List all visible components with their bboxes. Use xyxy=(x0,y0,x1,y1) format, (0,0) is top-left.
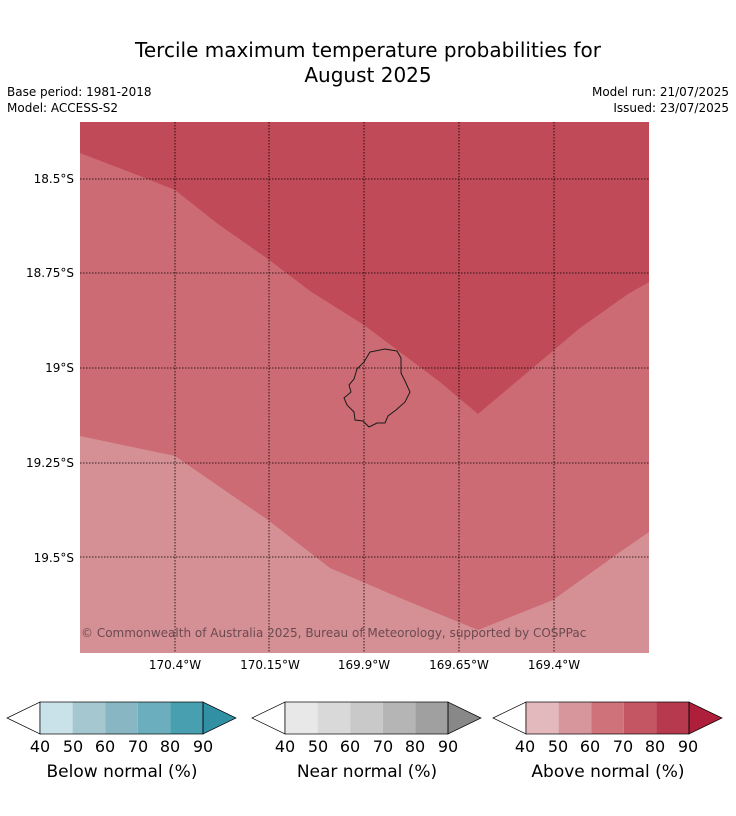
cbar-below-tick-70: 70 xyxy=(127,737,149,756)
colorbar-near-label: Near normal (%) xyxy=(296,762,438,782)
cbar-near-tick-40: 40 xyxy=(274,737,296,756)
cbar-below-tick-60: 60 xyxy=(94,737,116,756)
meta-right: Model run: 21/07/2025 Issued: 23/07/2025 xyxy=(592,84,729,116)
lat-tick-2: 18.75°S xyxy=(26,266,74,280)
colorbar-above-normal xyxy=(492,701,723,735)
meta-left: Base period: 1981-2018 Model: ACCESS-S2 xyxy=(7,84,152,116)
cbar-cell-4 xyxy=(137,702,171,734)
graticule xyxy=(80,122,649,653)
cbar-above-tick-80: 80 xyxy=(644,737,666,756)
lat-tick-3: 19°S xyxy=(45,361,74,375)
colorbar-near-normal xyxy=(251,701,482,735)
cbar-cell-2 xyxy=(558,702,592,734)
cbar-near-tick-70: 70 xyxy=(372,737,394,756)
cbar-cell-1 xyxy=(285,702,318,734)
cbar-cell-5 xyxy=(170,702,203,734)
cbar-cell-2 xyxy=(72,702,106,734)
cbar-near-tick-90: 90 xyxy=(437,737,459,756)
cbar-outline xyxy=(525,701,690,735)
cbar-cell-5 xyxy=(656,702,689,734)
cbar-cell-3 xyxy=(591,702,624,734)
island-coastline xyxy=(343,348,411,428)
colorbar-above-label: Above normal (%) xyxy=(531,762,685,782)
cbar-above-tick-90: 90 xyxy=(677,737,699,756)
lon-tick-4: 169.65°W xyxy=(429,658,489,672)
cbar-below-tick-90: 90 xyxy=(192,737,214,756)
lat-tick-5: 19.5°S xyxy=(33,551,74,565)
cbar-above-tick-40: 40 xyxy=(514,737,536,756)
above-90-region xyxy=(80,122,649,414)
cbar-min-extend xyxy=(492,701,527,735)
cbar-above-tick-60: 60 xyxy=(579,737,601,756)
cbar-cell-3 xyxy=(105,702,138,734)
lon-tick-3: 169.9°W xyxy=(337,658,391,672)
colorbar-below-normal xyxy=(6,701,237,735)
cbar-cell-5 xyxy=(415,702,448,734)
colorbar-below-label: Below normal (%) xyxy=(46,762,198,782)
base-period: Base period: 1981-2018 xyxy=(7,85,152,99)
cbar-cell-1 xyxy=(40,702,73,734)
cbar-cell-4 xyxy=(382,702,416,734)
cbar-near-tick-60: 60 xyxy=(339,737,361,756)
cbar-cell-1 xyxy=(526,702,559,734)
title-line-2: August 2025 xyxy=(304,63,432,87)
title-line-1: Tercile maximum temperature probabilitie… xyxy=(135,38,601,62)
cbar-outline xyxy=(39,701,204,735)
lon-tick-5: 169.4°W xyxy=(527,658,581,672)
lat-tick-4: 19.25°S xyxy=(26,456,74,470)
cbar-max-extend xyxy=(447,701,482,735)
copyright-notice: © Commonwealth of Australia 2025, Bureau… xyxy=(81,626,587,640)
issued-date: Issued: 23/07/2025 xyxy=(613,101,729,115)
cbar-below-tick-40: 40 xyxy=(29,737,51,756)
lat-tick-1: 18.5°S xyxy=(33,172,74,186)
cbar-cell-2 xyxy=(317,702,351,734)
cbar-cell-4 xyxy=(623,702,657,734)
map-title: Tercile maximum temperature probabilitie… xyxy=(0,38,736,88)
cbar-min-extend xyxy=(251,701,286,735)
lon-tick-2: 170.15°W xyxy=(240,658,300,672)
cbar-near-tick-50: 50 xyxy=(307,737,329,756)
above-50-south-tongue xyxy=(470,634,486,653)
cbar-near-tick-80: 80 xyxy=(404,737,426,756)
cbar-below-tick-50: 50 xyxy=(62,737,84,756)
cbar-outline xyxy=(284,701,449,735)
cbar-cell-3 xyxy=(350,702,383,734)
cbar-above-tick-50: 50 xyxy=(547,737,569,756)
cbar-max-extend xyxy=(202,701,237,735)
cbar-below-tick-80: 80 xyxy=(159,737,181,756)
probability-fields xyxy=(80,122,649,653)
cbar-min-extend xyxy=(6,701,41,735)
cbar-max-extend xyxy=(688,701,723,735)
lon-tick-1: 170.4°W xyxy=(148,658,202,672)
cbar-above-tick-70: 70 xyxy=(612,737,634,756)
model-name: Model: ACCESS-S2 xyxy=(7,101,119,115)
model-run: Model run: 21/07/2025 xyxy=(591,85,729,99)
